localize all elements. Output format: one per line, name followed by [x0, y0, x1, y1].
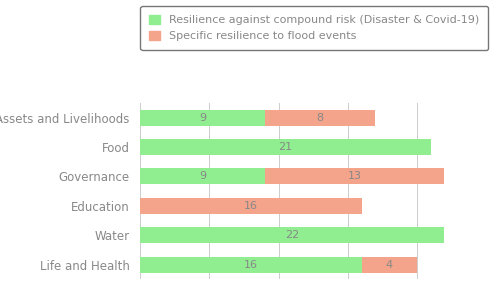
- Bar: [140, 139, 431, 155]
- Text: 22: 22: [285, 230, 300, 240]
- Legend: Resilience against compound risk (Disaster & Covid-19), Specific resilience to f: Resilience against compound risk (Disast…: [140, 6, 488, 50]
- Text: 21: 21: [279, 142, 293, 152]
- Bar: [140, 110, 265, 126]
- Text: 16: 16: [244, 201, 258, 211]
- Text: 16: 16: [244, 260, 258, 270]
- Text: 8: 8: [317, 113, 324, 123]
- Bar: [265, 168, 444, 185]
- Text: 9: 9: [199, 171, 206, 181]
- Text: 13: 13: [348, 171, 362, 181]
- Bar: [140, 227, 444, 243]
- Bar: [265, 110, 375, 126]
- Bar: [362, 256, 417, 273]
- Text: 4: 4: [386, 260, 393, 270]
- Text: 9: 9: [199, 113, 206, 123]
- Bar: [140, 168, 265, 185]
- Bar: [140, 256, 362, 273]
- Bar: [140, 198, 362, 214]
